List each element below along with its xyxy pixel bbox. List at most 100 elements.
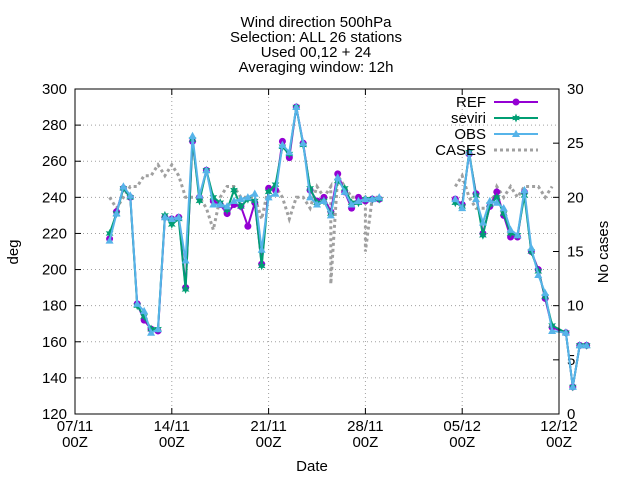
x-tick-label: 14/11 (154, 418, 190, 435)
data-point (506, 228, 515, 238)
data-point (347, 200, 356, 208)
y-tick-label: 300 (42, 81, 67, 98)
data-point (188, 131, 197, 139)
data-point (264, 193, 273, 201)
y2-tick-label: 15 (567, 244, 584, 261)
series-group (105, 102, 591, 392)
data-point (140, 312, 148, 321)
data-point (451, 194, 460, 203)
x-tick-label: 21/11 (250, 418, 286, 435)
x-tick-label: 07/11 (57, 418, 93, 435)
data-point (105, 236, 114, 244)
title-line: Averaging window: 12h (239, 59, 394, 76)
data-point (561, 328, 570, 336)
data-point (257, 261, 266, 271)
data-point (478, 218, 487, 226)
legend-marker (512, 113, 520, 123)
data-point (167, 219, 176, 229)
y2-tick-label: 25 (567, 135, 584, 152)
data-point (361, 194, 370, 203)
y-axis-label: deg (5, 239, 22, 264)
series-ref (106, 103, 591, 391)
y-tick-label: 220 (42, 225, 67, 242)
data-point (299, 138, 308, 147)
data-point (230, 196, 239, 204)
data-point (181, 256, 190, 264)
y-tick-label: 240 (42, 189, 67, 206)
data-point (223, 202, 232, 210)
data-point (285, 147, 294, 156)
legend-label: CASES (435, 142, 486, 159)
data-point (202, 166, 211, 174)
plot-frame (74, 88, 560, 415)
data-point (582, 341, 591, 349)
data-point (541, 288, 550, 297)
data-point (112, 209, 121, 217)
data-point (105, 228, 114, 238)
data-point (271, 189, 280, 197)
data-point (209, 200, 218, 208)
data-point (527, 243, 536, 251)
x-tick-label: 28/11 (347, 418, 383, 435)
series-obs (105, 102, 591, 390)
data-point (216, 200, 225, 208)
legend-label: seviri (451, 110, 486, 127)
x-tick-label: 05/12 (443, 418, 481, 435)
data-point (250, 189, 259, 197)
data-point (493, 188, 501, 196)
data-point (181, 284, 190, 294)
data-point (140, 306, 149, 315)
data-point (326, 211, 335, 219)
x-tick-label: 12/12 (540, 418, 578, 435)
data-point (492, 198, 501, 206)
data-point (548, 326, 557, 334)
y2-tick-label: 5 (567, 352, 575, 369)
data-point (195, 196, 204, 206)
data-point (313, 200, 321, 208)
data-point (485, 196, 494, 204)
data-point (236, 194, 245, 203)
y2-tick-label: 0 (567, 406, 575, 423)
x-tick-label: 00Z (256, 434, 282, 451)
x-tick-label: 00Z (352, 434, 378, 451)
data-point (243, 193, 252, 201)
series-line (108, 106, 380, 335)
data-point (499, 203, 508, 212)
data-point (472, 194, 481, 203)
data-point (465, 147, 474, 156)
x-axis-ticks: 07/1100Z14/1100Z21/1100Z28/1100Z05/1200Z… (57, 89, 578, 451)
data-point (534, 270, 543, 278)
y2-tick-label: 20 (567, 189, 584, 206)
data-point (264, 187, 273, 197)
title-line: Selection: ALL 26 stations (230, 29, 402, 46)
data-point (306, 183, 314, 193)
title-line: Wind direction 500hPa (241, 14, 393, 31)
data-point (499, 209, 508, 219)
y-tick-label: 180 (42, 298, 67, 315)
data-point (368, 194, 377, 203)
y2-axis-ticks: 0 5 10 15 20 25 30 (553, 81, 584, 423)
y-tick-label: 260 (42, 153, 67, 170)
data-point (492, 192, 501, 202)
data-point (306, 193, 315, 201)
data-point (133, 299, 142, 307)
legend-marker (512, 129, 520, 137)
data-point (575, 341, 584, 349)
data-point (174, 212, 183, 221)
y-tick-label: 200 (42, 262, 67, 279)
data-point (354, 196, 363, 204)
data-point (458, 203, 467, 212)
data-point (520, 185, 529, 194)
data-point (278, 140, 287, 148)
x-tick-label: 00Z (62, 434, 88, 451)
data-point (147, 328, 156, 336)
y-tick-label: 120 (42, 406, 67, 423)
y-tick-label: 280 (42, 117, 67, 134)
data-point (333, 173, 342, 181)
data-point (486, 200, 494, 210)
data-point (167, 214, 176, 222)
y2-tick-label: 30 (567, 81, 584, 98)
y-tick-label: 160 (42, 334, 67, 351)
